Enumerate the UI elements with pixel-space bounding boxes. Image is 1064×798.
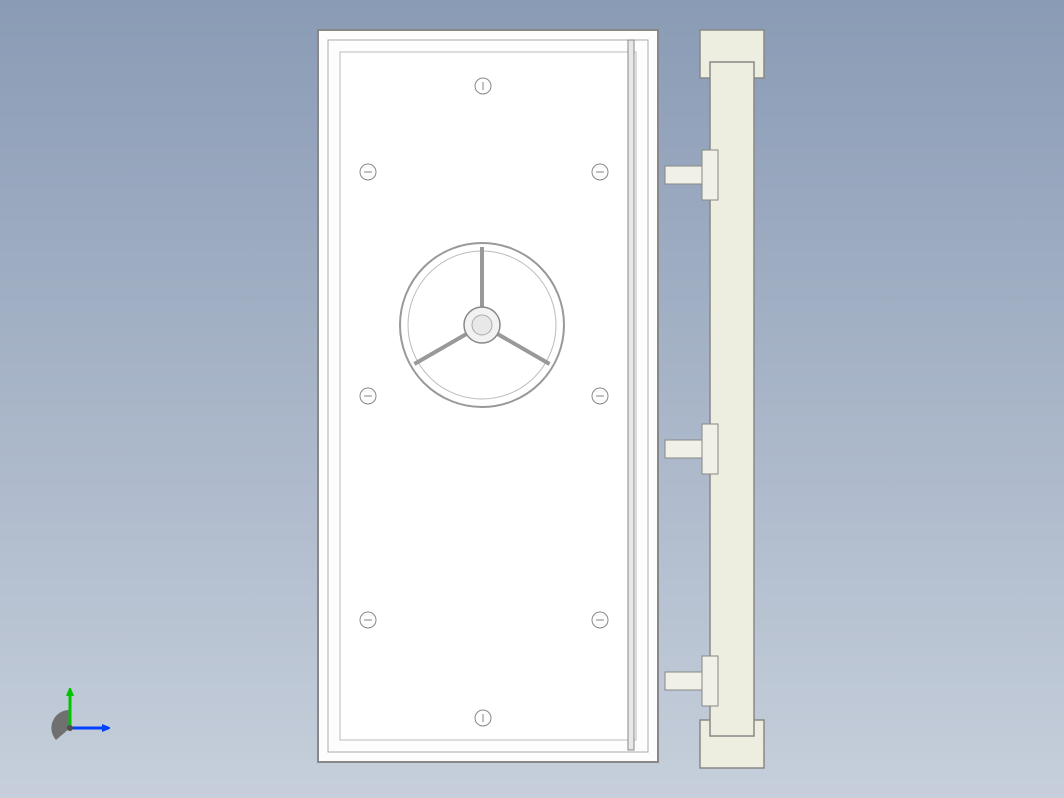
triad-z-axis: Z: [70, 719, 110, 735]
hinge: [665, 424, 718, 474]
latch-marker: [360, 164, 376, 180]
orientation-triad[interactable]: Y Z: [30, 688, 110, 768]
latch-marker: [475, 710, 491, 726]
latch-marker: [592, 612, 608, 628]
latch-marker: [360, 388, 376, 404]
hinge-bracket: [665, 30, 764, 768]
model-render[interactable]: [0, 0, 1064, 798]
triad-origin-dot: [67, 725, 73, 731]
triad-origin-wedge: [51, 710, 70, 740]
cad-viewport[interactable]: Y Z: [0, 0, 1064, 798]
hinge: [665, 656, 718, 706]
latch-marker: [592, 164, 608, 180]
latch-marker: [360, 612, 376, 628]
latch-marker: [592, 388, 608, 404]
door-right-rail: [628, 40, 634, 750]
latch-marker: [475, 78, 491, 94]
hinge: [665, 150, 718, 200]
